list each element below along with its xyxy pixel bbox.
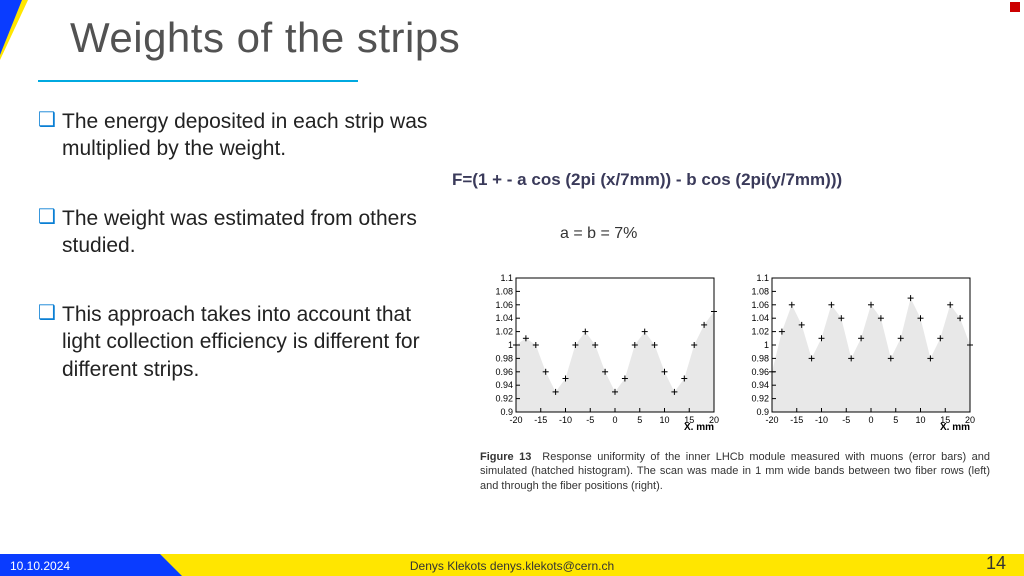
svg-text:0.92: 0.92 [752, 394, 770, 404]
svg-text:-5: -5 [843, 415, 851, 425]
svg-text:0.92: 0.92 [495, 394, 513, 404]
bullet-icon: ❑ [38, 108, 60, 163]
svg-text:0: 0 [869, 415, 874, 425]
page-number: 14 [986, 553, 1006, 574]
chart-right-panel: 0.90.920.940.960.9811.021.041.061.081.1-… [736, 272, 976, 432]
chart-left: 0.90.920.940.960.9811.021.041.061.081.1-… [480, 272, 720, 432]
svg-text:1.06: 1.06 [752, 300, 770, 310]
bullet-list: ❑ The energy deposited in each strip was… [38, 108, 438, 425]
figure-caption: Figure 13 Response uniformity of the inn… [480, 450, 990, 493]
bullet-text: The energy deposited in each strip was m… [60, 108, 438, 163]
svg-text:5: 5 [637, 415, 642, 425]
svg-text:1.06: 1.06 [495, 300, 513, 310]
title-underline [38, 80, 358, 82]
svg-text:5: 5 [894, 415, 899, 425]
svg-text:-20: -20 [766, 415, 779, 425]
caption-label: Figure 13 [480, 451, 531, 463]
svg-text:1.02: 1.02 [752, 327, 770, 337]
corner-marker [1010, 2, 1020, 12]
svg-text:1.08: 1.08 [495, 286, 513, 296]
svg-text:0.98: 0.98 [752, 353, 770, 363]
svg-text:-15: -15 [534, 415, 547, 425]
svg-text:1.1: 1.1 [500, 273, 513, 283]
slide-title: Weights of the strips [70, 14, 460, 62]
svg-text:1: 1 [764, 340, 769, 350]
bullet-item: ❑ The energy deposited in each strip was… [38, 108, 438, 163]
bullet-icon: ❑ [38, 301, 60, 383]
bullet-item: ❑ This approach takes into account that … [38, 301, 438, 383]
svg-text:1.04: 1.04 [752, 313, 770, 323]
chart-left-panel: 0.90.920.940.960.9811.021.041.061.081.1-… [480, 272, 720, 432]
bullet-icon: ❑ [38, 205, 60, 260]
bullet-text: This approach takes into account that li… [60, 301, 438, 383]
svg-text:1.08: 1.08 [752, 286, 770, 296]
svg-text:0.96: 0.96 [495, 367, 513, 377]
bullet-text: The weight was estimated from others stu… [60, 205, 438, 260]
svg-text:X. mm: X. mm [684, 422, 714, 432]
svg-text:0.94: 0.94 [752, 380, 770, 390]
svg-text:0.94: 0.94 [495, 380, 513, 390]
svg-text:-10: -10 [815, 415, 828, 425]
svg-text:-10: -10 [559, 415, 572, 425]
footer-author: Denys Klekots denys.klekots@cern.ch [0, 559, 1024, 573]
svg-text:0.96: 0.96 [752, 367, 770, 377]
svg-text:X. mm: X. mm [940, 422, 970, 432]
svg-text:1.1: 1.1 [757, 273, 770, 283]
svg-text:-5: -5 [586, 415, 594, 425]
svg-text:1.02: 1.02 [495, 327, 513, 337]
caption-body: Response uniformity of the inner LHCb mo… [480, 451, 990, 492]
svg-text:10: 10 [916, 415, 926, 425]
svg-text:0.98: 0.98 [495, 353, 513, 363]
svg-text:10: 10 [659, 415, 669, 425]
svg-text:0: 0 [612, 415, 617, 425]
svg-text:-20: -20 [509, 415, 522, 425]
bullet-item: ❑ The weight was estimated from others s… [38, 205, 438, 260]
charts-row: 0.90.920.940.960.9811.021.041.061.081.1-… [480, 272, 990, 432]
svg-text:1: 1 [508, 340, 513, 350]
svg-text:1.04: 1.04 [495, 313, 513, 323]
formula-text: F=(1 + - a cos (2pi (x/7mm)) - b cos (2p… [452, 170, 842, 190]
parameter-text: a = b = 7% [560, 225, 637, 243]
chart-right: 0.90.920.940.960.9811.021.041.061.081.1-… [736, 272, 976, 432]
svg-text:-15: -15 [791, 415, 804, 425]
